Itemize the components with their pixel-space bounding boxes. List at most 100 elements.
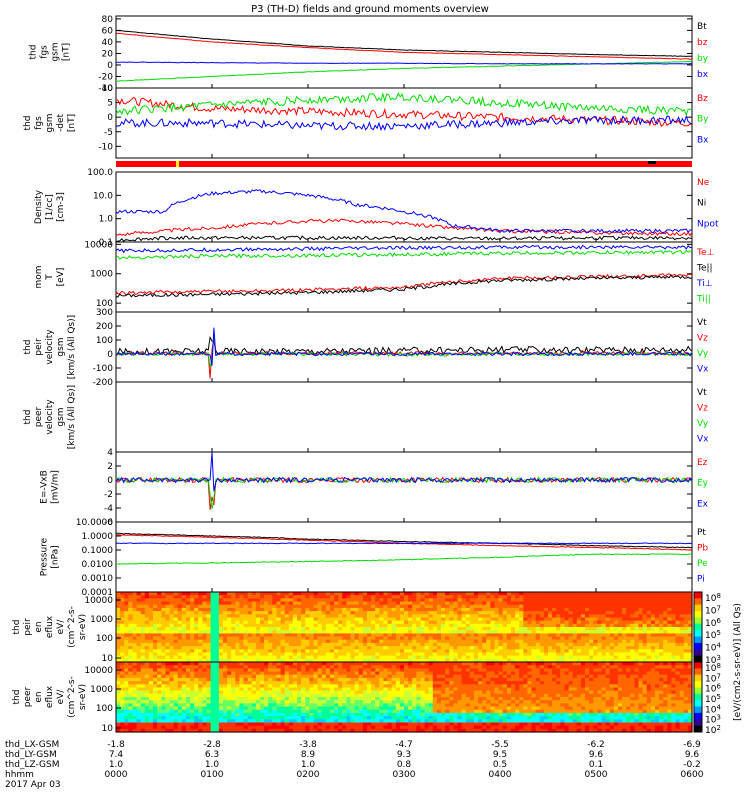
heatmap-cell bbox=[679, 595, 685, 599]
heatmap-cell bbox=[564, 611, 570, 615]
heatmap-cell bbox=[288, 636, 294, 641]
heatmap-cell bbox=[346, 703, 352, 708]
y-axis-label: gsm bbox=[51, 42, 61, 61]
heatmap-cell bbox=[169, 627, 175, 631]
heatmap-cell bbox=[543, 623, 549, 628]
heatmap-cell bbox=[367, 658, 372, 663]
heatmap-cell bbox=[309, 693, 315, 698]
heatmap-cell bbox=[371, 700, 376, 704]
heatmap-cell bbox=[218, 700, 224, 704]
heatmap-cell bbox=[543, 611, 549, 615]
heatmap-cell bbox=[268, 601, 273, 606]
heatmap-cell bbox=[395, 592, 401, 596]
heatmap-cell bbox=[539, 642, 545, 647]
heatmap-cell bbox=[432, 607, 438, 612]
heatmap-cell bbox=[264, 681, 269, 685]
heatmap-cell bbox=[387, 665, 393, 669]
heatmap-cell bbox=[543, 652, 549, 657]
heatmap-cell bbox=[375, 700, 380, 704]
heatmap-cell bbox=[412, 719, 417, 724]
heatmap-cell bbox=[436, 604, 442, 609]
heatmap-cell bbox=[416, 690, 421, 695]
heatmap-cell bbox=[169, 620, 175, 625]
heatmap-cell bbox=[371, 677, 376, 682]
heatmap-cell bbox=[214, 658, 220, 663]
heatmap-cell bbox=[227, 677, 232, 682]
heatmap-cell bbox=[276, 649, 282, 654]
heatmap-cell bbox=[334, 690, 339, 695]
heatmap-cell bbox=[683, 620, 689, 625]
heatmap-cell bbox=[309, 633, 315, 638]
heatmap-cell bbox=[276, 598, 282, 603]
heatmap-cell bbox=[428, 607, 434, 612]
heatmap-cell bbox=[120, 703, 125, 708]
heatmap-cell bbox=[367, 649, 372, 654]
heatmap-cell bbox=[198, 617, 203, 622]
heatmap-cell bbox=[589, 611, 594, 615]
heatmap-cell bbox=[395, 630, 401, 634]
heatmap-cell bbox=[313, 595, 319, 599]
heatmap-cell bbox=[120, 716, 125, 720]
y-axis-label: Density bbox=[34, 189, 44, 224]
heatmap-cell bbox=[486, 611, 491, 615]
heatmap-cell bbox=[548, 620, 553, 625]
heatmap-cell bbox=[243, 642, 249, 647]
heatmap-cell bbox=[358, 620, 364, 625]
heatmap-cell bbox=[194, 649, 199, 654]
heatmap-cell bbox=[317, 614, 323, 619]
heatmap-cell bbox=[181, 630, 187, 634]
heatmap-cell bbox=[502, 646, 508, 650]
heatmap-cell bbox=[482, 627, 487, 631]
y-tick-label: -2 bbox=[104, 490, 113, 500]
heatmap-cell bbox=[667, 627, 672, 631]
heatmap-cell bbox=[120, 633, 125, 638]
heatmap-cell bbox=[630, 611, 635, 615]
heatmap-cell bbox=[325, 617, 331, 622]
heatmap-cell bbox=[478, 639, 483, 644]
heatmap-cell bbox=[469, 658, 475, 663]
heatmap-cell bbox=[247, 642, 253, 647]
heatmap-cell bbox=[679, 623, 685, 628]
heatmap-cell bbox=[445, 592, 450, 596]
heatmap-cell bbox=[675, 633, 681, 638]
heatmap-cell bbox=[210, 681, 216, 685]
heatmap-cell bbox=[181, 655, 187, 660]
heatmap-cell bbox=[379, 630, 384, 634]
heatmap-cell bbox=[124, 592, 129, 596]
heatmap-cell bbox=[391, 728, 397, 733]
heatmap-cell bbox=[613, 601, 619, 606]
heatmap-cell bbox=[428, 611, 434, 615]
heatmap-cell bbox=[420, 614, 426, 619]
heatmap-cell bbox=[136, 655, 142, 660]
heatmap-cell bbox=[523, 633, 528, 638]
heatmap-cell bbox=[531, 642, 537, 647]
heatmap-cell bbox=[399, 693, 405, 698]
heatmap-cell bbox=[601, 649, 607, 654]
heatmap-cell bbox=[173, 709, 179, 714]
heatmap-cell bbox=[383, 623, 389, 628]
heatmap-cell bbox=[292, 712, 298, 717]
heatmap-cell bbox=[255, 607, 261, 612]
heatmap-cell bbox=[502, 655, 508, 660]
heatmap-cell bbox=[626, 655, 631, 660]
heatmap-cell bbox=[309, 614, 315, 619]
heatmap-cell bbox=[334, 700, 339, 704]
heatmap-cell bbox=[424, 611, 430, 615]
heatmap-cell bbox=[173, 611, 179, 615]
heatmap-cell bbox=[185, 601, 191, 606]
heatmap-cell bbox=[391, 697, 397, 701]
heatmap-cell bbox=[144, 709, 150, 714]
heatmap-cell bbox=[140, 592, 146, 596]
heatmap-cell bbox=[185, 630, 191, 634]
heatmap-cell bbox=[173, 620, 179, 625]
legend-Vz: Vz bbox=[697, 404, 708, 414]
heatmap-cell bbox=[247, 617, 253, 622]
heatmap-cell bbox=[334, 722, 339, 727]
heatmap-cell bbox=[140, 598, 146, 603]
heatmap-cell bbox=[284, 592, 290, 596]
heatmap-cell bbox=[445, 614, 450, 619]
heatmap-cell bbox=[305, 611, 310, 615]
heatmap-cell bbox=[251, 627, 257, 631]
y-tick-label: 0 bbox=[107, 350, 113, 360]
heatmap-cell bbox=[309, 677, 315, 682]
